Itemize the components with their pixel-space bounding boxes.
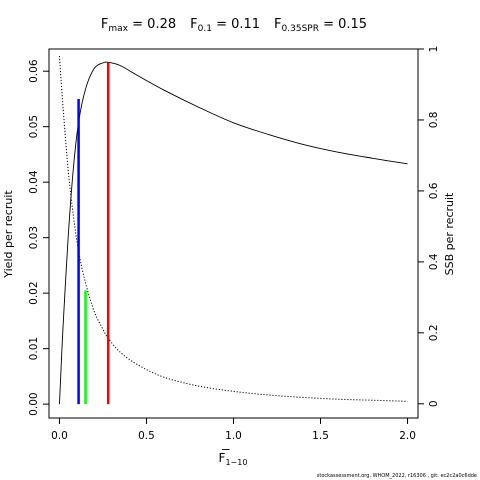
- y2-tick-label: 0.6: [428, 182, 440, 199]
- footer-note: stockassessment.org, WHOM_2022, r16306 ,…: [317, 473, 477, 479]
- x-axis-label-sub: 1−10: [225, 458, 247, 467]
- y2-tick-label: 0: [428, 400, 440, 407]
- y2-tick-label: 1: [428, 46, 440, 53]
- y-tick-label: 0.00: [28, 392, 40, 415]
- title-fspr-sub: 0.35SPR: [282, 24, 319, 34]
- x-tick-label: 1.0: [225, 430, 242, 442]
- x-axis-label: F1−10: [219, 451, 248, 467]
- y-axis-left: 0.00 0.01 0.02 0.03 0.04 0.05 0.06: [28, 59, 49, 416]
- x-tick-label: 2.0: [399, 430, 416, 442]
- title-fspr-symbol: F: [274, 17, 281, 32]
- y2-tick-label: 0.4: [428, 253, 440, 270]
- x-tick-label: 0.5: [138, 430, 155, 442]
- y-axis-right: 0 0.2 0.4 0.6 0.8 1: [418, 46, 440, 407]
- title-f01-sub: 0.1: [198, 24, 212, 34]
- title-f01-value: = 0.11: [212, 17, 260, 32]
- y2-axis-label: SSB per recruit: [443, 192, 456, 275]
- y-tick-label: 0.01: [28, 337, 40, 360]
- y-tick-label: 0.05: [28, 115, 40, 138]
- y-tick-label: 0.03: [28, 226, 40, 249]
- chart-title: Fmax = 0.28 F0.1 = 0.11 F0.35SPR = 0.15: [101, 17, 367, 34]
- y2-tick-label: 0.8: [428, 112, 440, 129]
- y-tick-label: 0.02: [28, 281, 40, 304]
- title-fspr-value: = 0.15: [319, 17, 367, 32]
- y-tick-label: 0.06: [28, 59, 40, 83]
- title-fmax-value: = 0.28: [128, 17, 176, 32]
- x-axis-label-text: F: [219, 451, 226, 465]
- x-tick-label: 0.0: [51, 430, 68, 442]
- title-fmax-symbol: F: [101, 17, 108, 32]
- title-f01-symbol: F: [190, 17, 197, 32]
- y-tick-label: 0.04: [28, 170, 40, 194]
- y-axis-label: Yield per recruit: [2, 190, 15, 279]
- title-fmax-sub: max: [108, 24, 128, 34]
- ssb-per-recruit-curve: [58, 56, 408, 402]
- x-tick-label: 1.5: [312, 430, 329, 442]
- reference-lines: [77, 62, 110, 405]
- series-layer: [58, 56, 408, 405]
- plot-frame: [48, 48, 419, 419]
- x-axis: 0.0 0.5 1.0 1.5 2.0: [51, 418, 416, 442]
- yield-per-recruit-curve: [58, 61, 408, 405]
- y2-tick-label: 0.2: [428, 324, 440, 341]
